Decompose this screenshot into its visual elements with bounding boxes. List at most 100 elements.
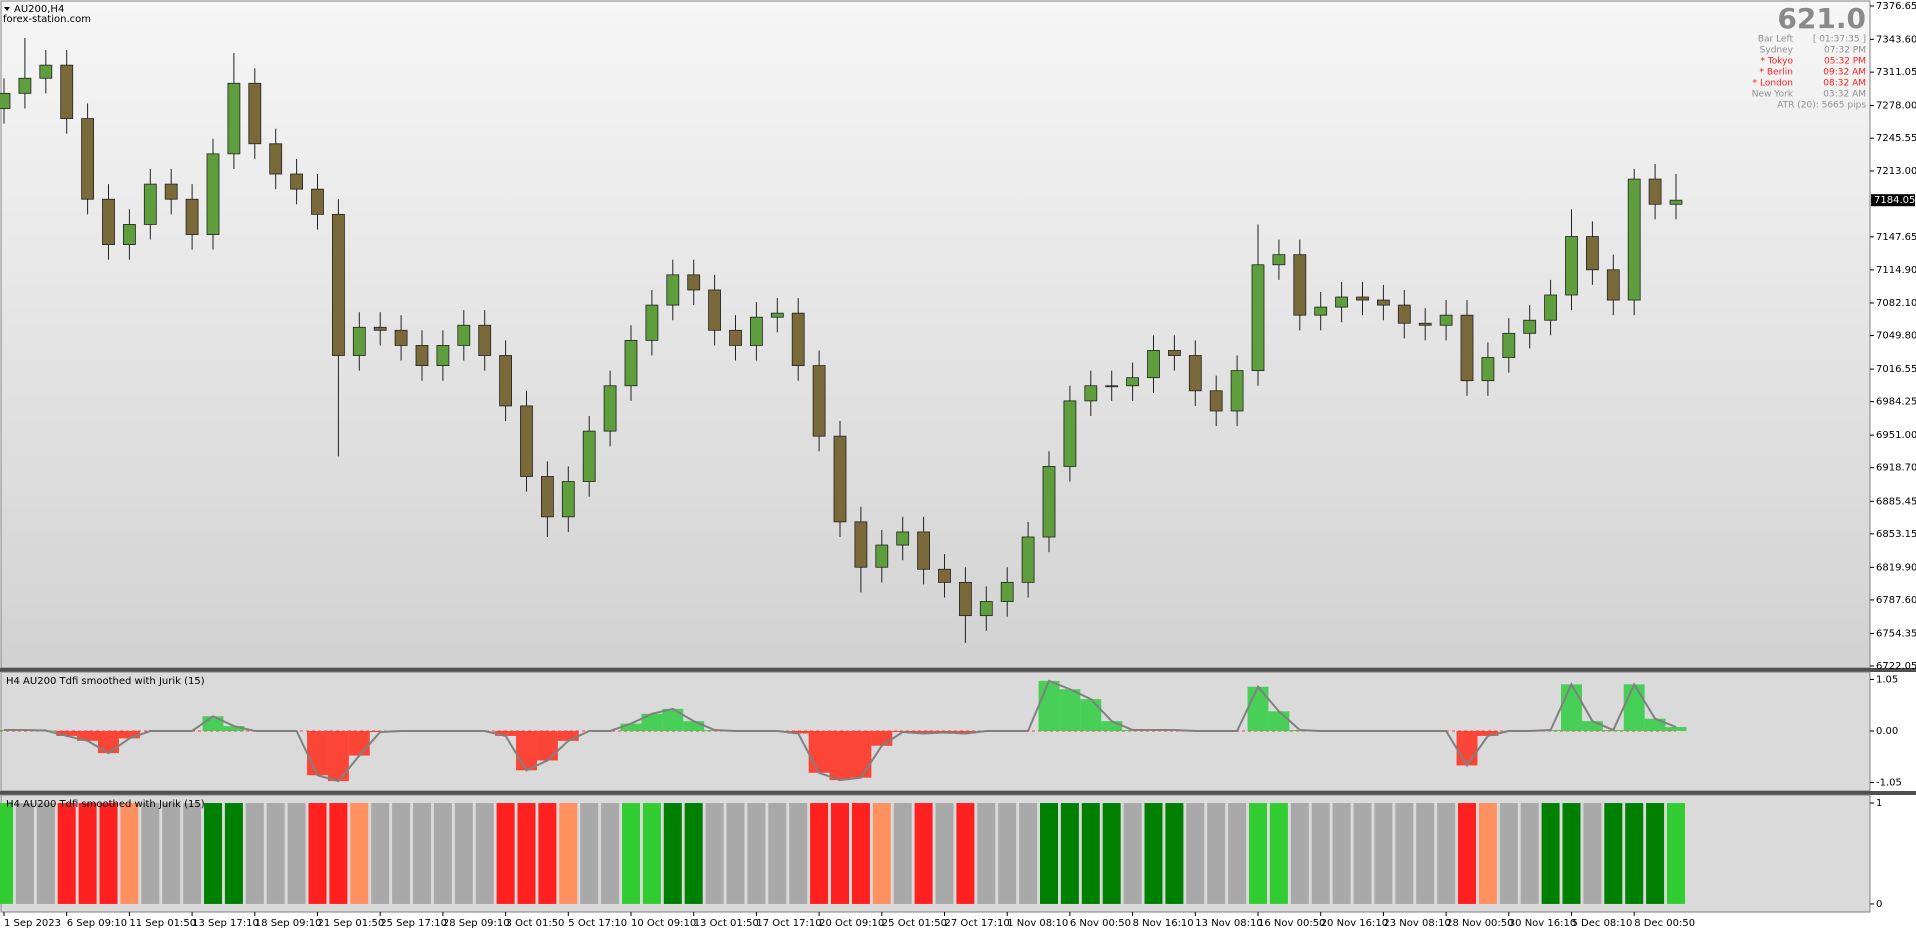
tdfi-fill xyxy=(1080,699,1102,731)
info-row-label: New York xyxy=(1752,90,1794,100)
candle-body xyxy=(1251,264,1265,372)
candle-body xyxy=(311,188,324,215)
candle-body xyxy=(1544,294,1557,321)
x-tick-label: 30 Nov 16:10 xyxy=(1509,918,1576,929)
tdfi-fill xyxy=(1268,711,1290,731)
state-bar xyxy=(601,803,620,904)
candle-body xyxy=(645,304,659,341)
candle-body xyxy=(415,345,429,366)
state-bar xyxy=(1395,803,1414,904)
candle-body xyxy=(1648,178,1662,205)
tdfi-fill xyxy=(1561,684,1582,731)
state-bar xyxy=(162,803,181,904)
candle-body xyxy=(1272,254,1286,266)
tdfi-fill xyxy=(348,731,370,756)
x-tick-label: 20 Nov 16:10 xyxy=(1321,918,1388,929)
state-bar xyxy=(977,803,996,904)
tdfi-fill xyxy=(118,731,140,739)
state-bar xyxy=(141,803,160,904)
state-bar xyxy=(1081,803,1100,904)
tdfi-line xyxy=(4,679,1677,783)
candle-body xyxy=(833,435,847,523)
y-tick-label: 7082.10 xyxy=(1876,298,1916,309)
info-value: 621.0 xyxy=(1777,2,1866,35)
tdfi-fill xyxy=(641,713,663,731)
x-tick-label: 28 Nov 00:50 xyxy=(1446,918,1513,929)
x-tick-label: 1 Nov 08:10 xyxy=(1007,918,1068,929)
info-atr: ATR (20): 5665 pips xyxy=(1777,101,1866,111)
separator xyxy=(0,791,1916,795)
state-bar xyxy=(747,803,766,904)
state-bar xyxy=(1332,803,1351,904)
state-bar xyxy=(1499,803,1518,904)
candle-body xyxy=(0,92,11,109)
state-bar xyxy=(1249,803,1267,904)
state-bar xyxy=(893,803,912,904)
info-row-label: * Tokyo xyxy=(1760,57,1793,67)
candle-body xyxy=(854,521,868,568)
info-row-label: Bar Left xyxy=(1758,35,1794,45)
state-bar xyxy=(15,803,34,904)
x-tick-label: 8 Dec 00:50 xyxy=(1634,918,1695,929)
tdfi-fill xyxy=(1038,680,1060,731)
state-bar xyxy=(475,803,494,904)
candle-body xyxy=(102,198,115,246)
candle-body xyxy=(1230,370,1244,412)
candle-body xyxy=(143,183,157,225)
state-bar xyxy=(120,803,139,904)
x-tick-label: 5 Dec 08:10 xyxy=(1572,918,1633,929)
tdfi-fill xyxy=(77,731,99,741)
state-bar xyxy=(1019,803,1038,904)
tdfi-fill xyxy=(516,731,537,771)
candle-body xyxy=(1042,466,1056,538)
candle-body xyxy=(979,601,993,617)
state-bar xyxy=(78,803,97,904)
candle-body xyxy=(561,481,575,518)
candle-body xyxy=(666,274,680,306)
candle-body xyxy=(1502,332,1516,358)
candle-body xyxy=(1126,377,1139,387)
pane-title: H4 AU200 Tdfi smoothed with Jurik (15) xyxy=(6,676,205,687)
candle-body xyxy=(352,326,366,356)
state-bar xyxy=(1437,803,1456,904)
state-bar xyxy=(642,803,661,904)
tdfi-fill xyxy=(327,731,349,782)
state-bar xyxy=(308,803,327,904)
candle-body xyxy=(1188,355,1202,392)
dropdown-icon[interactable] xyxy=(4,7,10,11)
state-bar xyxy=(392,803,411,904)
info-row-label: * London xyxy=(1753,79,1793,89)
tdfi-fill xyxy=(662,708,684,731)
tdfi-fill xyxy=(1665,727,1687,731)
x-tick-label: 23 Nov 08:10 xyxy=(1383,918,1450,929)
state-bar xyxy=(1311,803,1330,904)
candle-body xyxy=(123,224,136,246)
state-bar xyxy=(1123,803,1142,904)
tdfi-fill xyxy=(913,731,935,734)
candle-body xyxy=(290,173,304,190)
state-bar xyxy=(1144,803,1163,904)
state-bar xyxy=(1541,803,1560,904)
candle-body xyxy=(185,198,199,235)
candle-body xyxy=(206,153,220,235)
y-tick-label: 1 xyxy=(1876,798,1882,809)
tdfi-fill xyxy=(808,731,830,773)
candle-body xyxy=(1168,350,1181,356)
tdfi-fill xyxy=(1456,731,1478,766)
y-tick-label: 7376.65 xyxy=(1876,1,1916,12)
tdfi-fill xyxy=(871,731,893,746)
candle-body xyxy=(1000,581,1014,602)
tdfi-fill xyxy=(56,731,78,736)
candle-body xyxy=(1586,236,1599,271)
candle-body xyxy=(875,544,889,568)
state-bar xyxy=(1604,803,1623,904)
state-bar xyxy=(935,803,954,904)
candle-body xyxy=(164,183,178,200)
tdfi-fill xyxy=(495,731,517,736)
tdfi-fill xyxy=(1101,721,1123,731)
tdfi-fill xyxy=(1581,721,1603,731)
info-row-label: Sydney xyxy=(1760,46,1794,56)
tdfi-fill xyxy=(536,731,558,761)
candle-body xyxy=(520,405,533,477)
